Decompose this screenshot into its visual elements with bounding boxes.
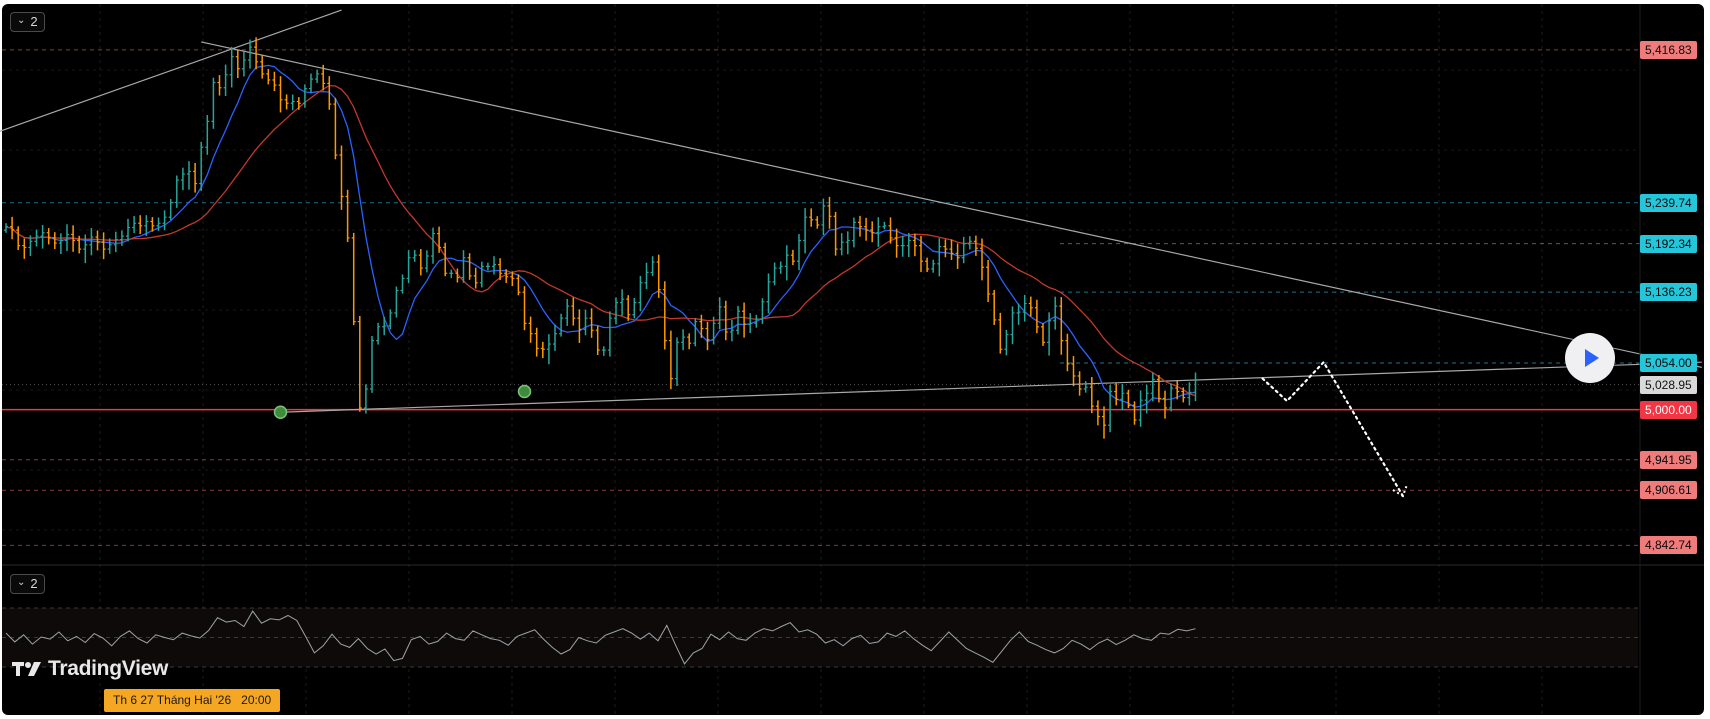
main-pane-toggle-label: 2 bbox=[30, 14, 38, 29]
oscillator-line bbox=[5, 610, 1196, 665]
replay-play-button[interactable] bbox=[1565, 333, 1615, 383]
cursor-date-label: Th 6 27 Tháng Hai '26 bbox=[113, 693, 232, 707]
price-level-label: 5,192.34 bbox=[1640, 234, 1697, 253]
pivot-marker bbox=[517, 384, 532, 399]
trendline bbox=[201, 41, 1702, 368]
oscillator-line bbox=[5, 610, 1196, 665]
candles[interactable] bbox=[4, 37, 1198, 439]
main-pane-toggle-button[interactable]: ⌄ 2 bbox=[10, 12, 45, 32]
pivot-marker bbox=[273, 405, 288, 419]
slow-moving-average bbox=[5, 84, 1196, 397]
grid bbox=[2, 4, 1640, 715]
tradingview-logo-icon bbox=[12, 662, 41, 676]
price-level-label: 5,028.95 bbox=[1640, 375, 1697, 394]
price-level-label: 5,239.74 bbox=[1640, 193, 1697, 212]
price-level-label: 5,416.83 bbox=[1640, 40, 1697, 59]
chevron-down-icon: ⌄ bbox=[17, 15, 26, 26]
projection-arrowhead bbox=[1392, 484, 1408, 498]
moving-averages bbox=[5, 64, 1196, 408]
price-level-label: 4,906.61 bbox=[1640, 481, 1697, 500]
price-level-label: 5,054.00 bbox=[1640, 354, 1697, 373]
price-level-label: 5,136.23 bbox=[1640, 283, 1697, 302]
chevron-down-icon: ⌄ bbox=[17, 577, 26, 588]
oscillator-pane-toggle-button[interactable]: ⌄ 2 bbox=[10, 574, 45, 594]
fast-moving-average bbox=[5, 64, 1196, 408]
projection-path[interactable] bbox=[1261, 360, 1408, 498]
logo-text: TradingView bbox=[48, 657, 169, 680]
price-level-label: 4,842.74 bbox=[1640, 536, 1697, 555]
trendline bbox=[0, 9, 342, 132]
cursor-time-label: 20:00 bbox=[241, 693, 272, 707]
tradingview-logo[interactable]: TradingView bbox=[12, 657, 168, 681]
chart-frame[interactable] bbox=[2, 4, 1704, 715]
trendline bbox=[280, 361, 1702, 413]
cursor-date-badge: Th 6 27 Tháng Hai '26 20:00 bbox=[104, 689, 281, 712]
oscillator-pane-toggle-label: 2 bbox=[30, 576, 38, 591]
play-icon bbox=[1585, 349, 1599, 367]
price-level-label: 5,000.00 bbox=[1640, 400, 1697, 419]
trendlines[interactable] bbox=[0, 9, 1702, 413]
price-level-label: 4,941.95 bbox=[1640, 450, 1697, 469]
pivot-markers[interactable] bbox=[273, 384, 532, 419]
projection-path-line bbox=[1261, 360, 1404, 498]
